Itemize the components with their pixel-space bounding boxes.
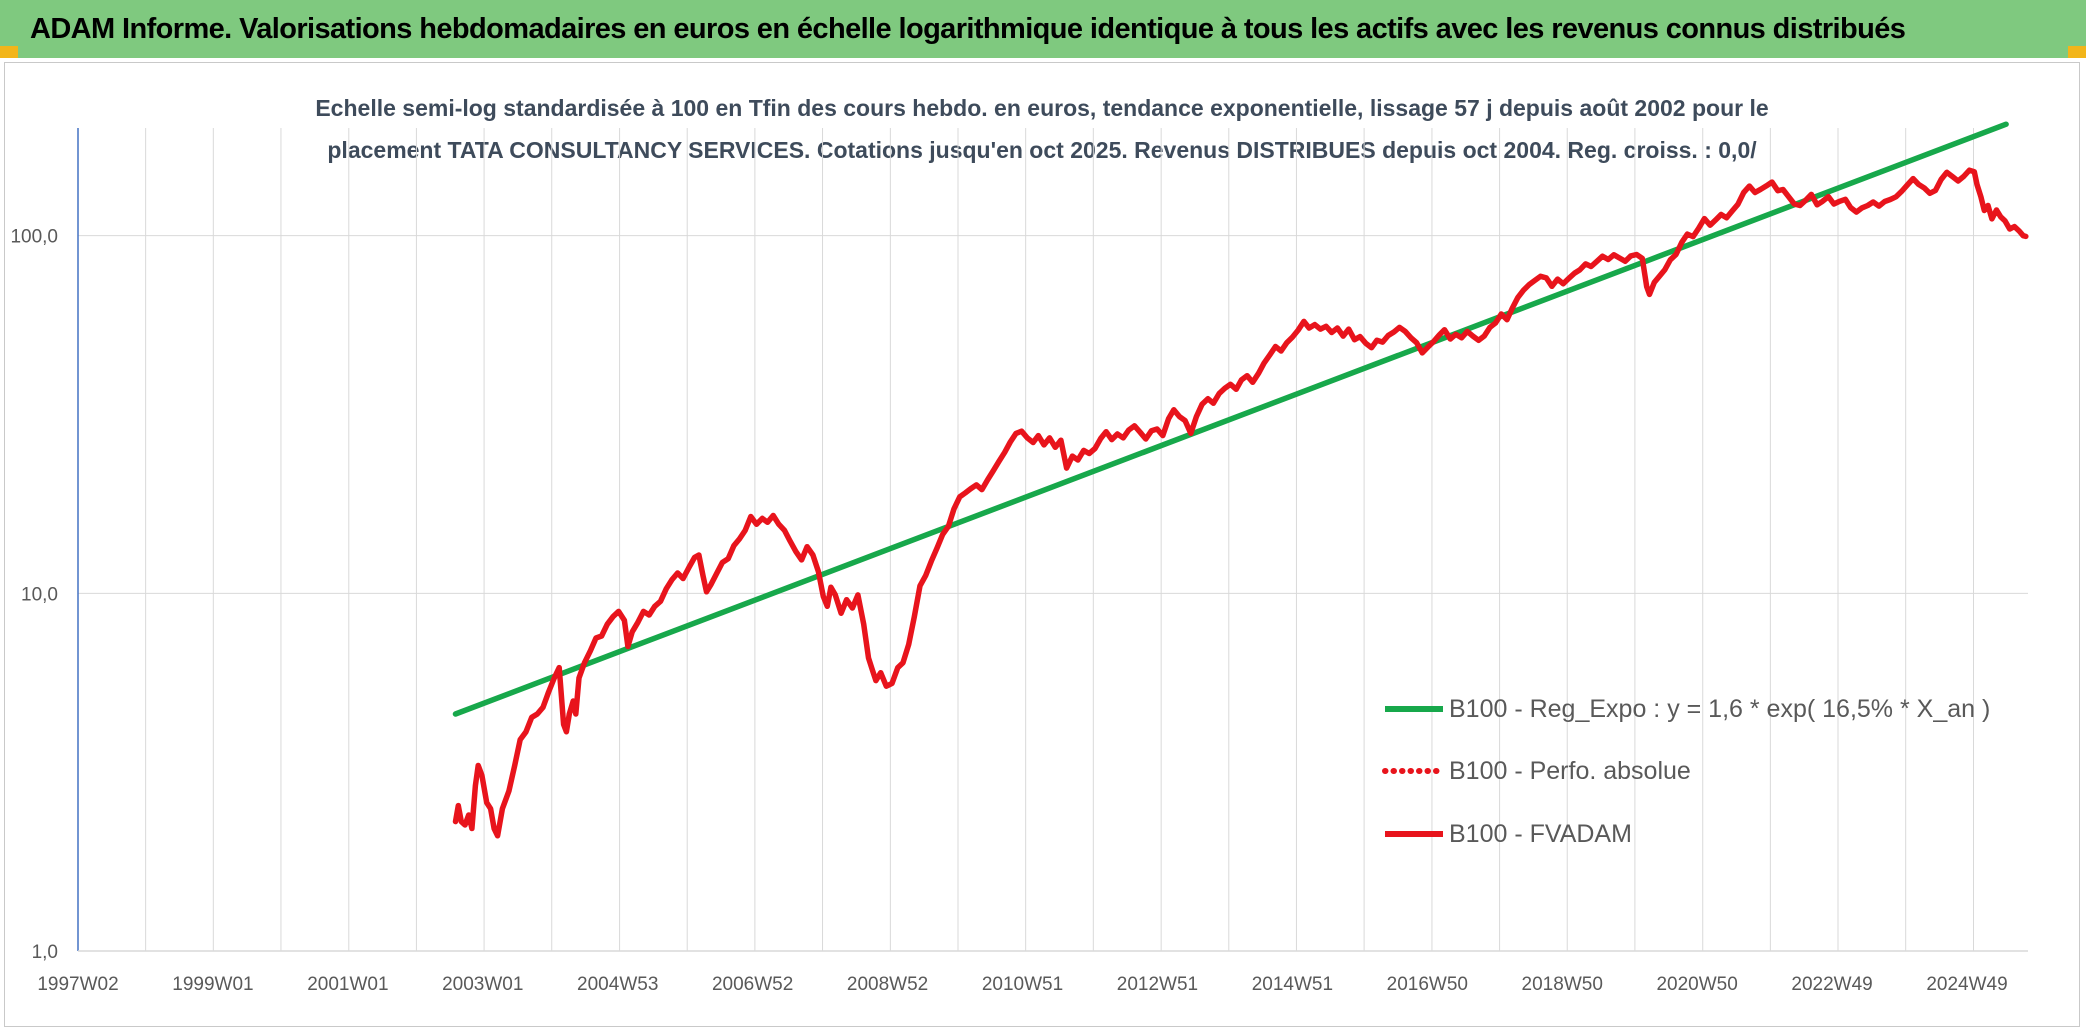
x-tick-label: 2018W50 [1522,974,1603,995]
x-tick-label: 1999W01 [172,974,253,995]
report-title: ADAM Informe. Valorisations hebdomadaire… [30,12,1906,45]
series-fvadam-line [452,167,2029,839]
horizontal-gridlines [78,235,2028,952]
x-tick-label: 2004W53 [577,974,658,995]
corner-marker-left [0,46,18,58]
chart-title-line-1: Echelle semi-log standardisée à 100 en T… [315,95,1768,121]
series-lines [452,121,2029,839]
x-tick-label: 1997W02 [37,974,118,995]
y-tick-label: 1,0 [32,942,58,963]
corner-marker-right [2068,46,2086,58]
chart-title-line-2: placement TATA CONSULTANCY SERVICES. Cot… [327,137,1757,163]
x-tick-label: 2016W50 [1387,974,1468,995]
y-tick-label: 10,0 [21,584,58,605]
legend: B100 - Reg_Expo : y = 1,6 * exp( 16,5% *… [1382,695,1990,848]
x-tick-label: 2001W01 [307,974,388,995]
x-tick-label: 2014W51 [1252,974,1333,995]
legend-entry-perfo-absolue-label: B100 - Perfo. absolue [1449,757,1691,785]
chart-frame [4,62,2080,1027]
x-tick-label: 2008W52 [847,974,928,995]
x-tick-label: 2012W51 [1117,974,1198,995]
x-tick-label: 2024W49 [1926,974,2007,995]
series-regression-line [452,121,2009,717]
x-tick-label: 2020W50 [1656,974,1737,995]
x-tick-label: 2022W49 [1791,974,1872,995]
x-tick-label: 2003W01 [442,974,523,995]
x-tick-label: 2006W52 [712,974,793,995]
legend-entry-regression-label: B100 - Reg_Expo : y = 1,6 * exp( 16,5% *… [1449,695,1990,723]
x-tick-labels: 1997W02 1999W01 2001W01 2003W01 2004W53 2006W… [37,974,2007,995]
y-tick-labels: 1,0 10,0 100,0 [10,227,58,963]
legend-entry-fvadam-label: B100 - FVADAM [1449,820,1632,848]
x-tick-label: 2010W51 [982,974,1063,995]
y-tick-label: 100,0 [10,227,58,248]
report-header: ADAM Informe. Valorisations hebdomadaire… [0,0,2086,58]
vertical-gridlines [145,128,1975,951]
